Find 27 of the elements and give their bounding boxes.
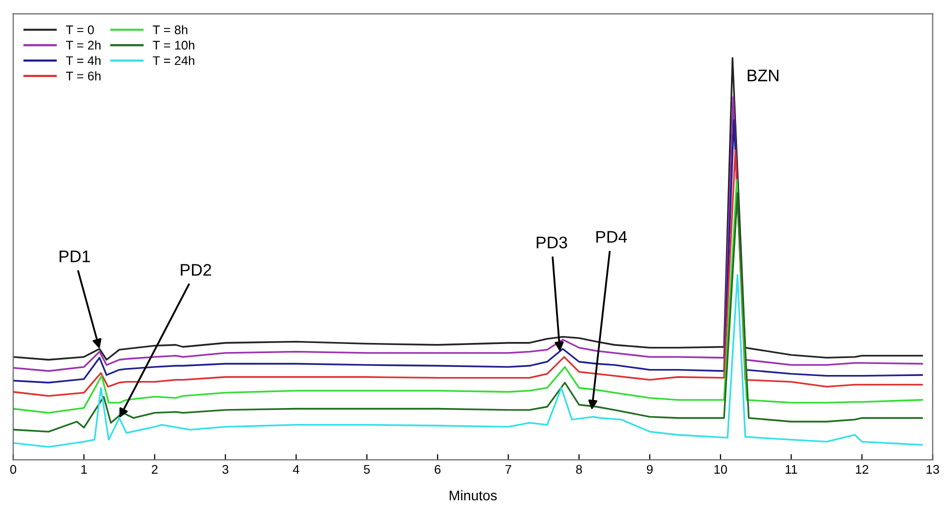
x-axis-title: Minutos xyxy=(450,490,497,500)
x-tick-label: 13 xyxy=(926,464,940,474)
x-tick-label: 12 xyxy=(856,464,868,474)
x-tick-label: 3 xyxy=(222,464,228,474)
annotation: PD4 xyxy=(596,231,627,243)
legend-label: T = 2h xyxy=(66,40,100,50)
annotation: PD1 xyxy=(60,250,90,262)
legend-label: T = 8h xyxy=(152,25,188,34)
x-tick-label: 1 xyxy=(81,465,87,474)
x-tick-label: 7 xyxy=(505,465,512,474)
legend-label: T = 24h xyxy=(152,56,194,65)
x-tick-label: 2 xyxy=(152,464,158,474)
annotation: PD2 xyxy=(180,264,212,276)
annotation: PD3 xyxy=(536,236,568,248)
legend-label: T = 10h xyxy=(152,40,194,50)
x-tick-label: 10 xyxy=(714,464,727,474)
x-tick-label: 4 xyxy=(292,465,300,474)
annotation: BZN xyxy=(748,70,778,82)
x-tick-label: 5 xyxy=(364,465,370,474)
legend-label: T = 6h xyxy=(66,71,100,80)
x-tick-label: 8 xyxy=(576,464,582,474)
legend-label: T = 0 xyxy=(66,25,94,34)
x-tick-label: 6 xyxy=(434,464,441,474)
x-tick-label: 9 xyxy=(646,464,653,474)
x-tick-label: 0 xyxy=(10,464,16,474)
legend-label: T = 4h xyxy=(66,56,100,65)
x-tick-label: 11 xyxy=(786,465,798,474)
